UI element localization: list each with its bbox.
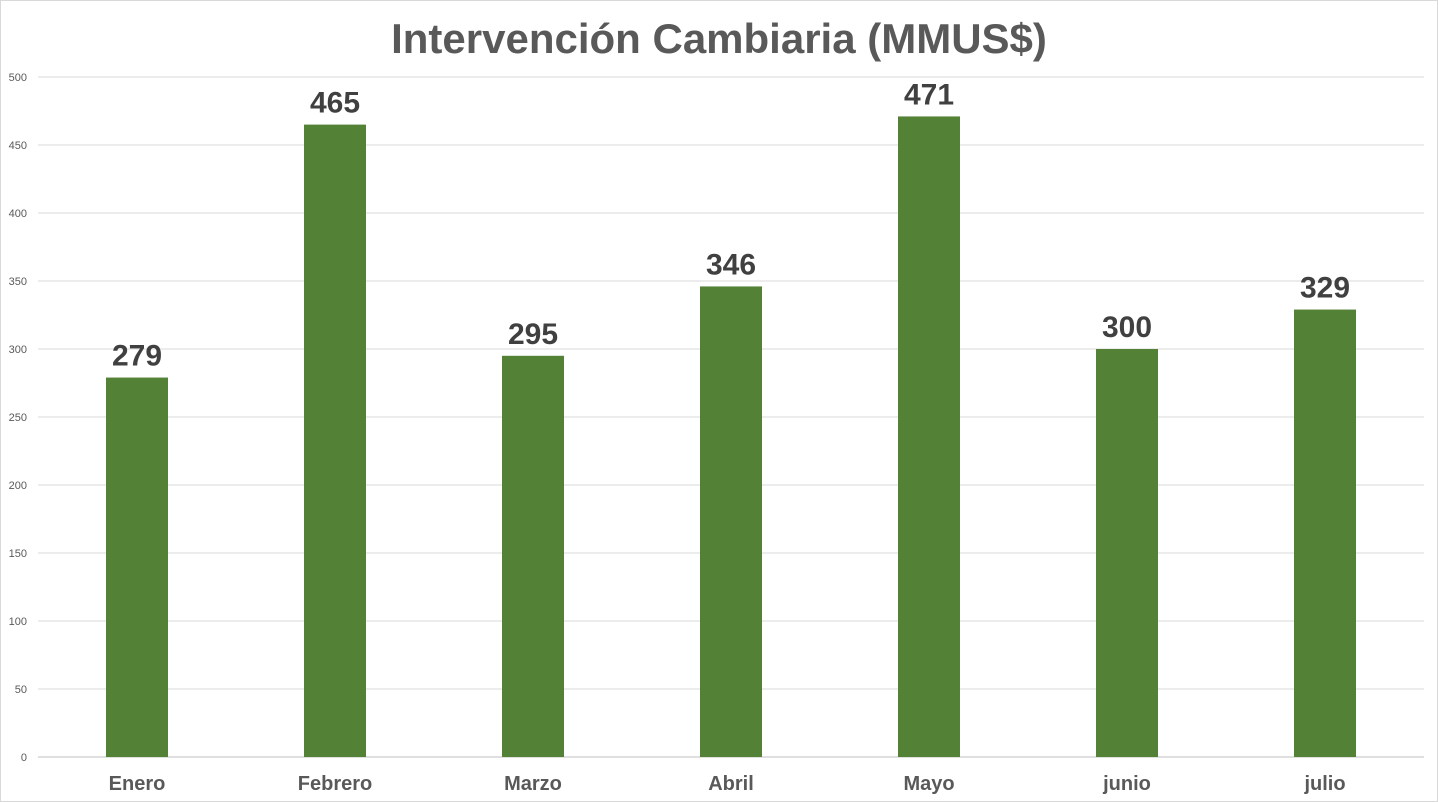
bars [106,116,1356,758]
x-tick-label: Mayo [903,773,954,795]
data-label: 300 [1102,311,1152,344]
chart-title: Intervención Cambiaria (MMUS$) [391,15,1047,62]
y-tick-label: 200 [9,480,27,492]
data-label: 465 [310,87,360,120]
data-label: 471 [904,78,954,111]
x-tick-label: Marzo [504,773,562,795]
x-tick-label: Enero [109,773,166,795]
y-tick-label: 350 [9,276,27,288]
x-tick-label: Abril [708,773,754,795]
y-tick-label: 50 [15,684,27,696]
data-labels: 279 465 295 346 471 300 329 [112,78,1350,372]
y-tick-label: 100 [9,616,27,628]
data-label: 329 [1300,272,1350,305]
y-tick-label: 500 [9,72,27,84]
bar [1294,309,1356,757]
data-label: 346 [706,248,756,281]
bar [502,355,564,757]
x-tick-label: Febrero [298,773,372,795]
bar [700,286,762,757]
y-tick-label: 400 [9,208,27,220]
y-tick-label: 250 [9,412,27,424]
y-tick-label: 0 [21,752,27,764]
bar [106,377,168,757]
bar [898,116,960,757]
bar [1096,349,1158,757]
y-tick-label: 150 [9,548,27,560]
y-tick-label: 450 [9,140,27,152]
data-label: 295 [508,318,558,351]
bar [304,124,366,758]
data-label: 279 [112,340,162,373]
y-axis-ticks: 0 50 100 150 200 250 300 350 400 450 500 [9,72,27,764]
x-axis-ticks: Enero Febrero Marzo Abril Mayo junio julio [109,773,1346,795]
y-tick-label: 300 [9,344,27,356]
x-tick-label: junio [1102,773,1151,795]
x-tick-label: julio [1303,773,1345,795]
